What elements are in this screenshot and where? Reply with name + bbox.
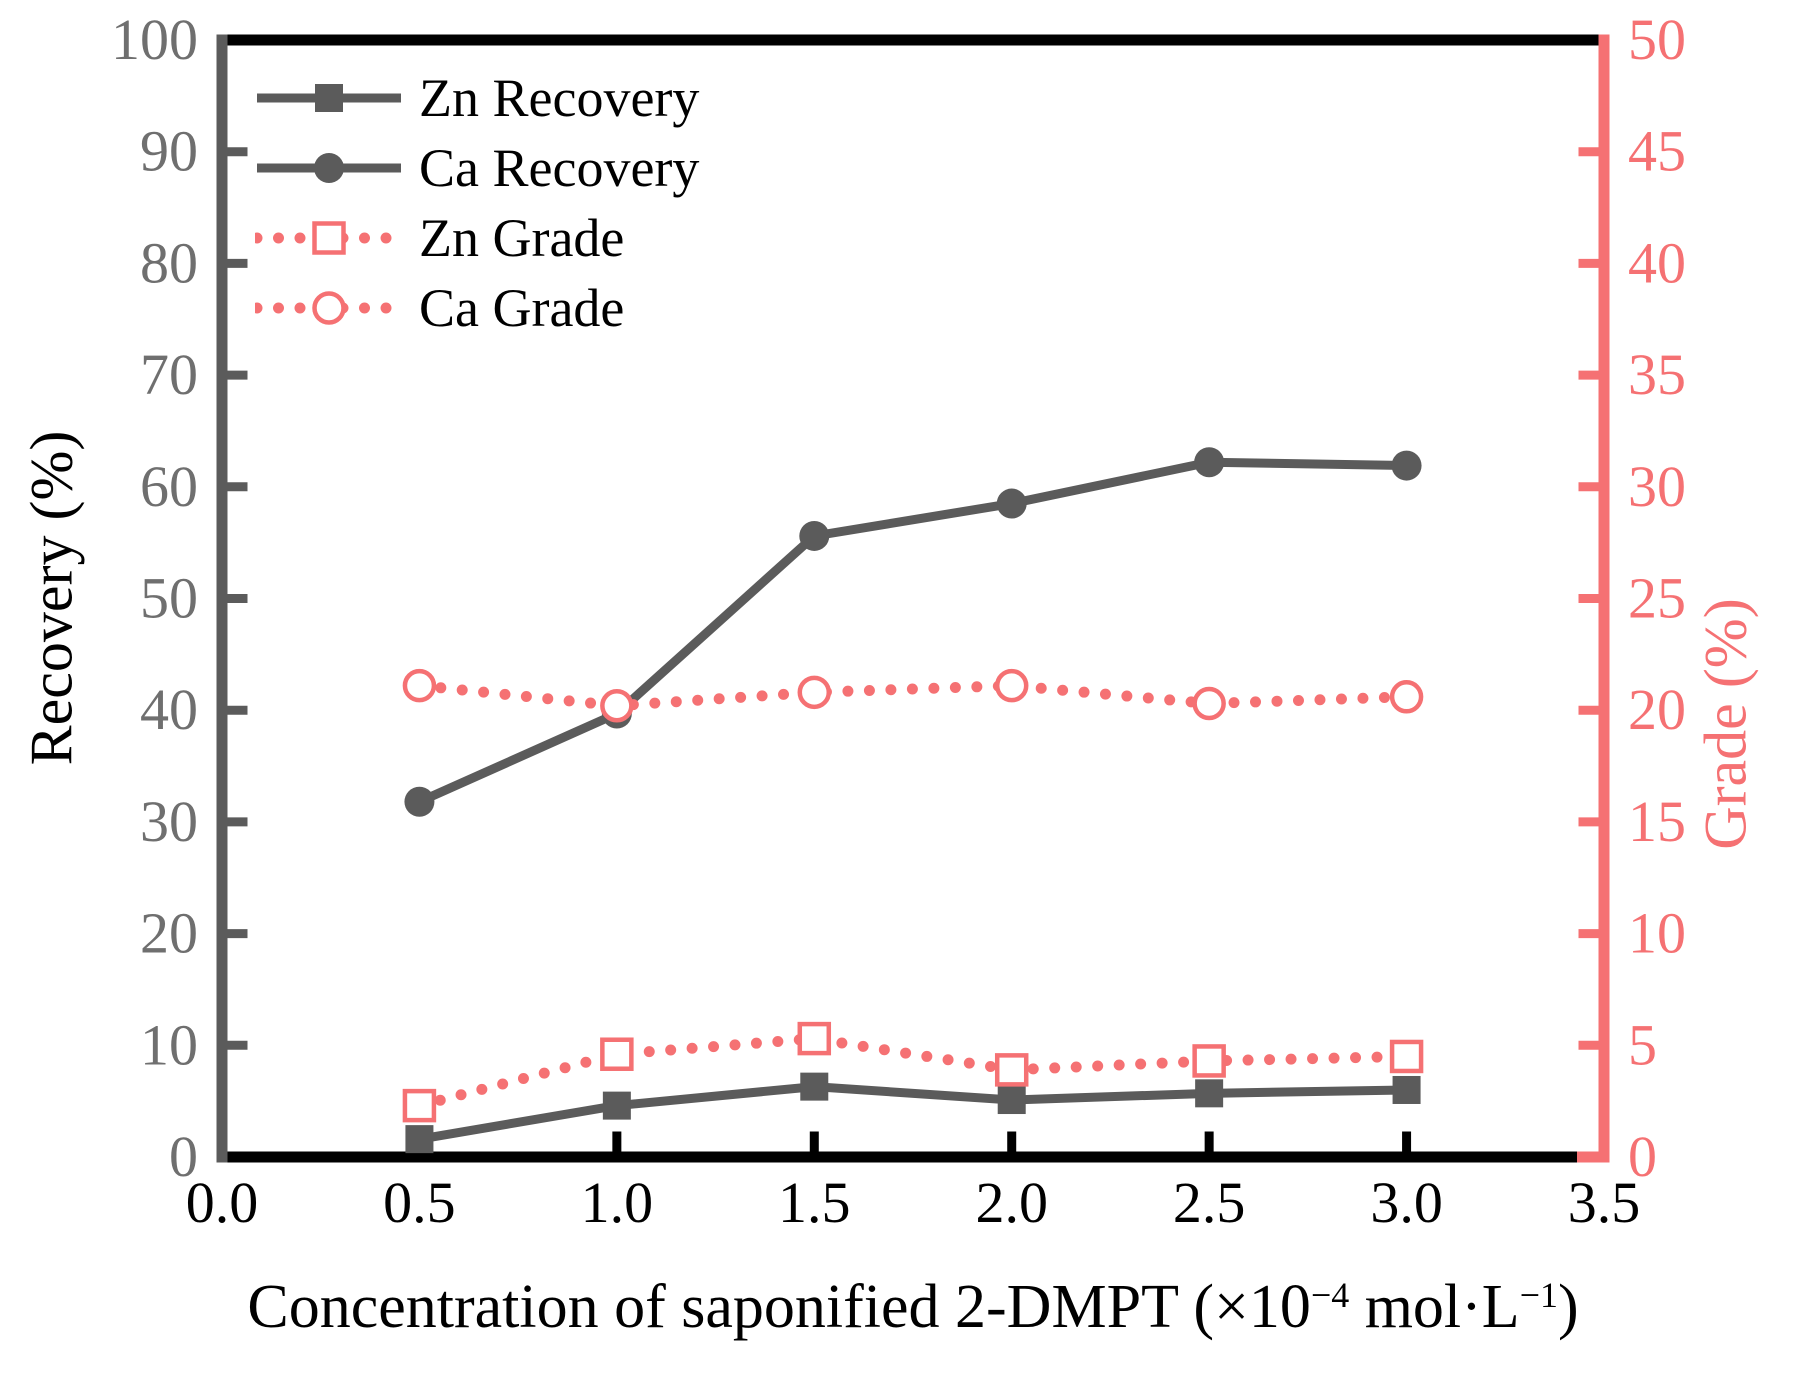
y-right-tick-label: 25	[1628, 566, 1686, 631]
y-right-tick-label: 50	[1628, 7, 1686, 72]
x-tick-label: 2.0	[975, 1170, 1048, 1235]
series-zn-recovery	[405, 1072, 1421, 1154]
x-axis-title-superscript: −4	[1310, 1275, 1350, 1316]
legend-item-ca-grade: Ca Grade	[255, 273, 699, 343]
legend-key-ca-grade	[255, 291, 405, 325]
legend-label: Zn Recovery	[419, 68, 700, 128]
series-line	[413, 1033, 1413, 1112]
y-right-tick-label: 10	[1628, 901, 1686, 966]
y-right-tick-label: 35	[1628, 342, 1686, 407]
series-line	[417, 457, 1407, 806]
marker-circle-open	[600, 688, 634, 723]
marker-circle-open	[1192, 686, 1226, 721]
legend-key-zn-recovery	[257, 84, 401, 112]
x-axis-title-text: )	[1557, 1273, 1579, 1341]
x-tick-label: 3.5	[1568, 1170, 1641, 1235]
legend-item-ca-recovery: Ca Recovery	[255, 133, 699, 203]
x-axis-title-superscript: −1	[1519, 1275, 1558, 1316]
y-left-tick-label: 100	[111, 7, 198, 72]
marker-square-open	[402, 1088, 437, 1123]
series-ca-grade	[402, 668, 1424, 723]
x-tick-label: 3.0	[1370, 1170, 1443, 1235]
x-tick-label: 0.5	[383, 1170, 456, 1235]
y-right-tick-label: 45	[1628, 119, 1686, 184]
marker-square-open	[797, 1021, 832, 1056]
series-ca-recovery	[404, 447, 1422, 817]
marker-square-open	[994, 1053, 1029, 1087]
y-left-tick-label: 10	[140, 1012, 198, 1077]
marker-circle-filled	[1194, 447, 1225, 478]
y-left-tick-label: 80	[140, 230, 198, 295]
right-axis-title: Grade (%)	[1692, 598, 1759, 850]
legend-item-zn-grade: Zn Grade	[255, 203, 699, 273]
x-axis-title-text: Concentration of saponified 2-DMPT (×10	[247, 1273, 1311, 1341]
legend-key-ca-recovery	[257, 153, 401, 183]
marker-square-open	[1192, 1044, 1226, 1078]
marker-square-filled	[1392, 1075, 1421, 1104]
marker-square-filled	[800, 1072, 829, 1101]
y-right-tick-label: 40	[1628, 230, 1686, 295]
marker-circle-open	[312, 291, 346, 325]
y-right-tick-label: 0	[1628, 1124, 1657, 1189]
y-right-tick-label: 20	[1628, 677, 1686, 742]
legend-item-zn-recovery: Zn Recovery	[255, 63, 699, 133]
left-axis-title: Recovery (%)	[18, 430, 85, 766]
x-tick-label: 1.0	[581, 1170, 654, 1235]
marker-square-open	[312, 221, 346, 255]
y-left-tick-label: 40	[140, 677, 198, 742]
y-right-tick-label: 5	[1628, 1012, 1657, 1077]
x-axis-ticks: 0.0 0.5 1.0 1.5 2.0 2.5 3.0 3.5	[186, 1131, 1641, 1235]
marker-square-filled	[1195, 1079, 1224, 1108]
series-zn-grade	[402, 1021, 1424, 1123]
x-axis-title-text: mol·L	[1349, 1273, 1520, 1341]
y-right-tick-label: 30	[1628, 454, 1686, 519]
marker-square-filled	[997, 1086, 1026, 1115]
marker-circle-open	[402, 668, 437, 703]
y-left-tick-label: 0	[169, 1124, 198, 1189]
axis-spines	[216, 34, 1610, 1163]
x-tick-label: 1.5	[778, 1170, 851, 1235]
x-tick-label: 2.5	[1173, 1170, 1246, 1235]
x-tick-label: 0.0	[186, 1170, 259, 1235]
marker-square-filled	[315, 84, 343, 112]
y-left-tick-label: 90	[140, 119, 198, 184]
legend-key-zn-grade	[255, 221, 405, 255]
series-line	[418, 1082, 1407, 1144]
marker-square-filled	[405, 1125, 434, 1154]
legend-label: Zn Grade	[419, 208, 625, 268]
marker-circle-filled	[799, 520, 830, 551]
left-axis-ticks: 0 10 20 30 40 50 60 70 80 90 100	[111, 7, 248, 1189]
marker-square-open	[600, 1037, 634, 1071]
marker-circle-open	[994, 668, 1029, 703]
right-axis-ticks: 0 5 10 15 20 25 30 35 40 45 50	[1578, 7, 1686, 1189]
y-left-tick-label: 70	[140, 342, 198, 407]
marker-circle-filled	[996, 488, 1027, 519]
marker-circle-filled	[404, 786, 435, 817]
x-axis-title: Concentration of saponified 2-DMPT (×10−…	[247, 1272, 1578, 1343]
marker-square-open	[1389, 1039, 1424, 1074]
y-left-tick-label: 50	[140, 566, 198, 631]
y-right-tick-label: 15	[1628, 789, 1686, 854]
series-line	[413, 680, 1413, 712]
y-left-tick-label: 60	[140, 454, 198, 519]
legend-label: Ca Grade	[419, 278, 625, 338]
y-left-tick-label: 20	[140, 901, 198, 966]
y-left-tick-label: 30	[140, 789, 198, 854]
marker-square-filled	[602, 1091, 631, 1120]
marker-circle-open	[1389, 680, 1424, 714]
marker-circle-open	[797, 675, 832, 710]
legend: Zn Recovery Ca Recovery Zn Grade Ca Grade	[255, 63, 699, 343]
marker-circle-filled	[314, 153, 344, 183]
marker-circle-filled	[1391, 450, 1422, 481]
legend-label: Ca Recovery	[419, 138, 700, 198]
